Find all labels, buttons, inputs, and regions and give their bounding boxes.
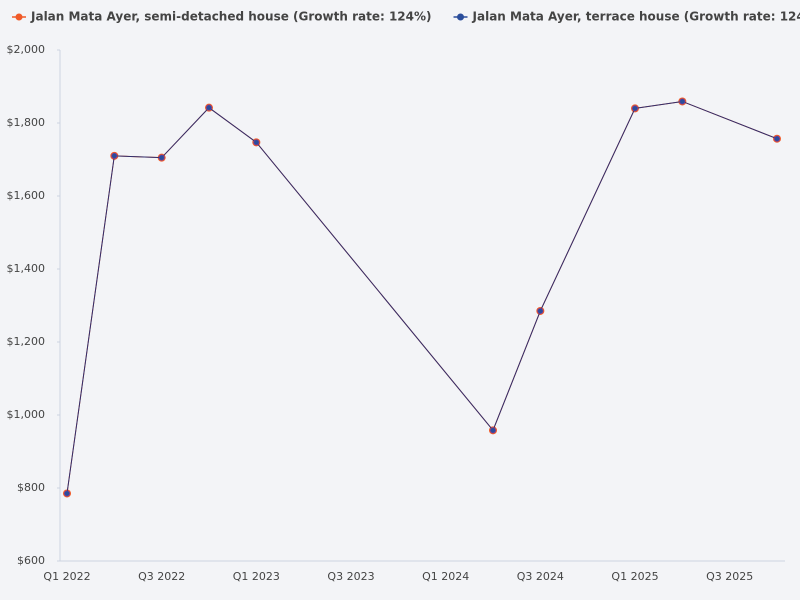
point [632,105,639,112]
x-tick-label: Q1 2023 [233,570,280,583]
point [158,154,165,161]
x-tick-label: Q3 2025 [706,570,753,583]
x-tick-label: Q1 2024 [422,570,469,583]
legend-text: Jalan Mata Ayer, terrace house (Growth r… [472,10,800,24]
series-line [66,100,778,494]
y-tick-label: $1,600 [7,189,46,202]
legend-item: Jalan Mata Ayer, semi-detached house (Gr… [12,10,432,24]
x-tick-label: Q3 2022 [138,570,185,583]
point [679,98,686,105]
point [774,135,781,142]
y-tick-label: $1,400 [7,262,46,275]
point [111,152,118,159]
point [253,139,260,146]
series-line [66,100,778,494]
y-tick-label: $800 [17,481,45,494]
point [205,104,212,111]
legend-marker [15,13,23,21]
x-tick-label: Q1 2025 [611,570,658,583]
y-tick-label: $1,800 [7,116,46,129]
y-tick-label: $1,200 [7,335,46,348]
y-tick-label: $600 [17,554,45,567]
point [64,490,71,497]
point [489,427,496,434]
y-tick-label: $2,000 [7,43,46,56]
y-tick-label: $1,000 [7,408,46,421]
x-tick-label: Q1 2022 [43,570,90,583]
legend-text: Jalan Mata Ayer, semi-detached house (Gr… [30,10,432,24]
x-tick-label: Q3 2024 [517,570,564,583]
legend-item: Jalan Mata Ayer, terrace house (Growth r… [453,10,800,24]
x-tick-label: Q3 2023 [327,570,374,583]
legend-marker [457,13,465,21]
point [537,307,544,314]
